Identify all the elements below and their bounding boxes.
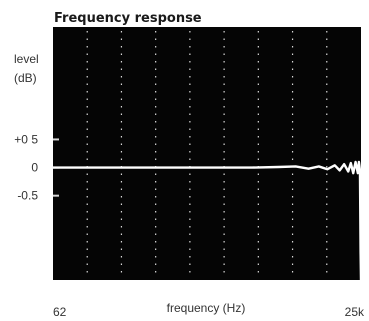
y-tick-label: +0 5: [14, 132, 38, 146]
x-tick-label-62: 62: [53, 305, 67, 319]
y-axis-label-line-1: level: [14, 52, 39, 66]
x-tick-label-25k: 25k: [345, 305, 365, 319]
frequency-response-line: [53, 160, 363, 281]
y-tick-label: -0.5: [17, 189, 38, 203]
y-axis-ticks: +0 5 0 -0.5: [14, 132, 59, 203]
chart-title: Frequency response: [54, 11, 202, 26]
y-axis-label-line-2: (dB): [14, 71, 37, 85]
x-axis-label: frequency (Hz): [167, 301, 246, 315]
plot-area: [53, 27, 361, 280]
y-tick-label: 0: [31, 161, 38, 175]
